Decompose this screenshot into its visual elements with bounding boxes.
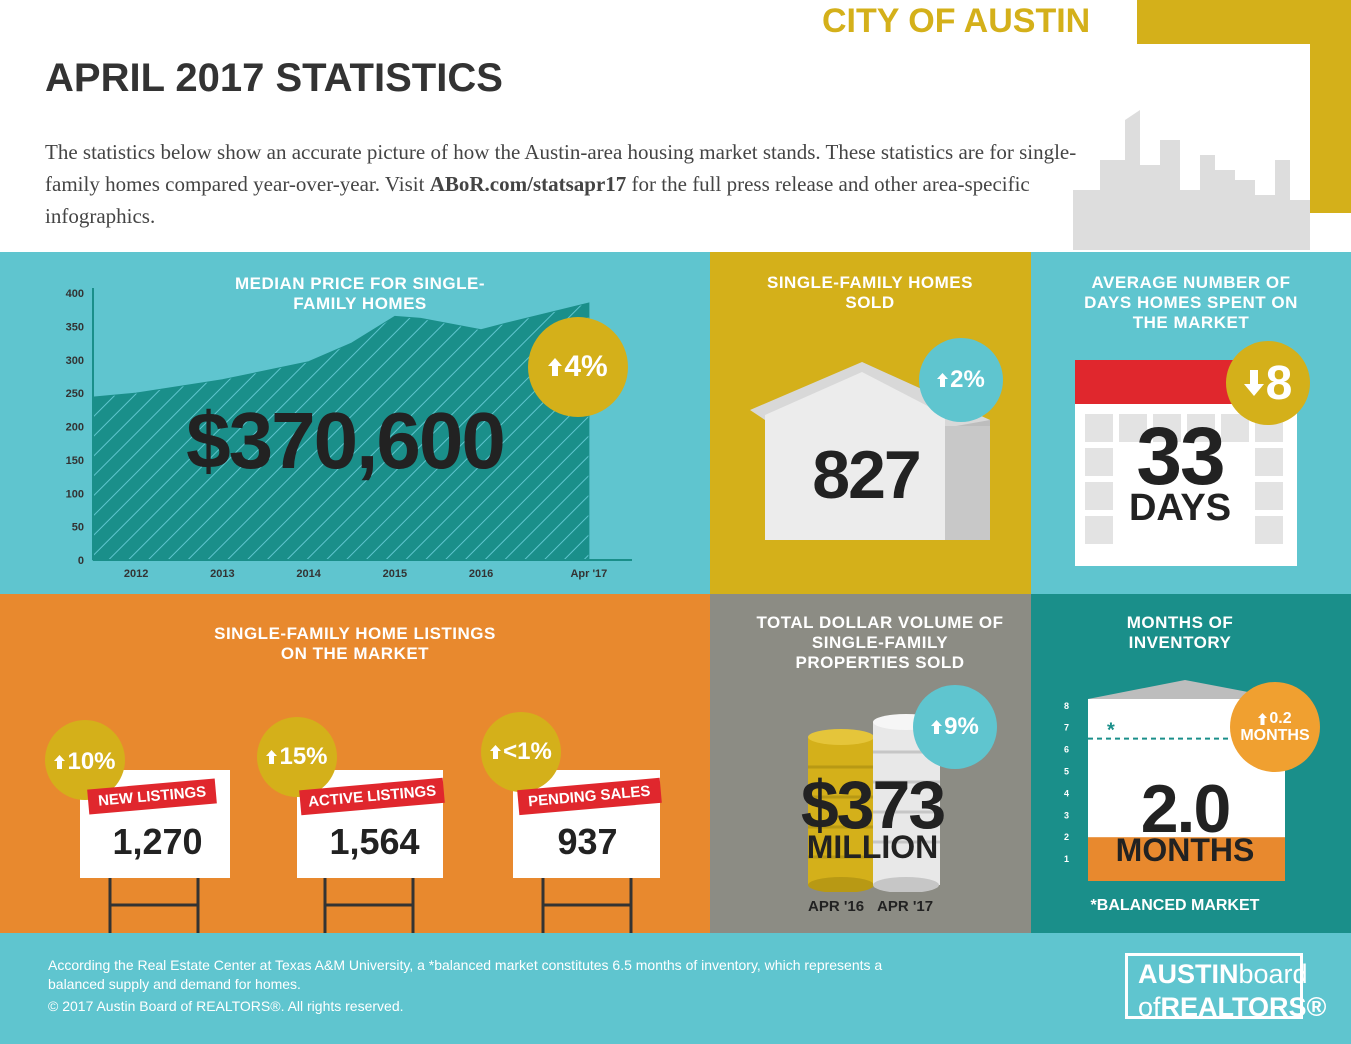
sign-posts xyxy=(108,878,633,933)
badge-content: 15% xyxy=(266,743,328,771)
scale-label: 5 xyxy=(1064,767,1069,777)
note: *BALANCED MARKET xyxy=(1090,897,1260,914)
x-tick-label: 2016 xyxy=(469,568,493,580)
days-unit: DAYS xyxy=(1128,487,1232,529)
copyright: © 2017 Austin Board of REALTORS®. All ri… xyxy=(48,998,404,1014)
badge-content: 10% xyxy=(54,748,116,776)
intro: The statistics below show an accurate pi… xyxy=(45,136,1105,232)
change: 9% xyxy=(944,713,979,740)
scale-label: 2 xyxy=(1064,832,1069,842)
change-badge: <1% xyxy=(481,712,561,792)
y-tick-label: 250 xyxy=(66,388,84,400)
up-arrow xyxy=(54,755,66,769)
change-badge: 10% xyxy=(45,720,125,800)
change: 0.2 xyxy=(1269,710,1292,727)
up-arrow xyxy=(266,750,278,764)
panel-title: MONTHS OF INVENTORY xyxy=(1126,613,1234,652)
x-tick-label: 2014 xyxy=(296,568,321,580)
x-tick-label: 2012 xyxy=(124,568,148,580)
chart: 0 50 100 150 200 250 300 350 400 2012 2013 2014 2015… xyxy=(66,288,632,580)
change-badge: 4% xyxy=(528,317,628,417)
up-arrow xyxy=(931,720,943,734)
header-art xyxy=(1073,0,1351,250)
listing-value: 937 xyxy=(557,821,618,862)
logo-line: AUSTINboard xyxy=(1138,959,1308,993)
up-arrow xyxy=(490,745,502,759)
balanced-marker: * xyxy=(1107,720,1115,742)
up-arrow xyxy=(548,358,563,376)
panel-title: SINGLE-FAMILY HOMES SOLD xyxy=(767,273,973,312)
city: CITY OF AUSTIN xyxy=(822,2,1091,40)
change-badge: 15% xyxy=(257,717,337,797)
intro-text: The statistics below show an accurate pi… xyxy=(45,140,1077,196)
y-tick-label: 0 xyxy=(78,555,84,567)
y-tick-label: 50 xyxy=(72,522,84,534)
chart-title: MEDIAN PRICE FOR SINGLE-FAMILY HOMES xyxy=(234,274,485,313)
scale-label: 3 xyxy=(1064,810,1069,820)
inventory-value: 2.0 xyxy=(1140,771,1232,847)
dollar-unit: MILLION xyxy=(806,829,939,865)
panel-title: SINGLE-FAMILY HOME LISTINGS ON THE MARKE… xyxy=(214,624,496,663)
intro-text: for the full press release and other are… xyxy=(45,172,1030,228)
change-badge: 0.2 MONTHS xyxy=(1230,682,1320,772)
y-tick-label: 350 xyxy=(66,321,84,333)
skyline xyxy=(1073,110,1310,250)
change-badge: 8 xyxy=(1226,341,1310,425)
up-arrow xyxy=(1258,712,1268,725)
scale-label: 7 xyxy=(1064,723,1069,733)
coins xyxy=(808,714,940,892)
change: <1% xyxy=(503,738,552,765)
logo-line: ofREALTORS® xyxy=(1138,992,1326,1026)
badge-content: 0.2 xyxy=(1258,710,1292,727)
scale-label: 8 xyxy=(1064,701,1069,711)
period: APR '17 xyxy=(877,898,934,915)
logo-text: AUSTIN xyxy=(1138,959,1239,989)
panel-title: TOTAL DOLLAR VOLUME OF SINGLE-FAMILY PRO… xyxy=(756,613,1004,672)
inventory-fill xyxy=(1088,837,1285,881)
change-unit: MONTHS xyxy=(1240,727,1310,744)
dollar-volume: $373 xyxy=(800,767,946,843)
badge-content: <1% xyxy=(490,738,552,766)
days: 33 xyxy=(1136,411,1225,502)
listing-value: 1,564 xyxy=(329,821,420,862)
link[interactable]: ABoR.com/statsapr17 xyxy=(429,172,627,196)
change: 2% xyxy=(950,366,985,393)
footer-note: According the Real Estate Center at Texa… xyxy=(48,957,883,992)
x-tick-label: Apr '17 xyxy=(570,568,607,580)
change-badge: 9% xyxy=(913,685,997,769)
logo-text: of xyxy=(1138,992,1161,1022)
panel-title: AVERAGE NUMBER OF DAYS HOMES SPENT ON TH… xyxy=(1084,273,1298,332)
title: APRIL 2017 STATISTICS xyxy=(45,56,503,100)
scale-label: 6 xyxy=(1064,745,1069,755)
y-tick-label: 100 xyxy=(66,488,84,500)
up-arrow xyxy=(937,373,949,387)
inventory-unit: MONTHS xyxy=(1115,832,1255,868)
y-tick-label: 300 xyxy=(66,355,84,367)
change: 4% xyxy=(564,350,608,383)
homes-sold: 827 xyxy=(812,437,921,513)
inventory-chart: 1 2 3 4 5 6 7 8 * xyxy=(1064,680,1285,881)
down-arrow xyxy=(1243,370,1264,396)
x-tick-label: 2013 xyxy=(210,568,234,580)
logo-text: REALTORS® xyxy=(1160,992,1327,1022)
median-price: $370,600 xyxy=(186,396,506,485)
x-tick-label: 2015 xyxy=(383,568,407,580)
scale-label: 4 xyxy=(1064,788,1069,798)
y-tick-label: 150 xyxy=(66,455,84,467)
change: 15% xyxy=(279,743,328,770)
logo[interactable]: AUSTINboard ofREALTORS® xyxy=(1125,953,1326,1021)
scale-label: 1 xyxy=(1064,854,1069,864)
listing-value: 1,270 xyxy=(112,821,203,862)
change-badge: 2% xyxy=(919,338,1003,422)
frame xyxy=(1137,0,1351,213)
period: APR '16 xyxy=(808,898,865,915)
change: 10% xyxy=(67,748,116,775)
y-tick-label: 200 xyxy=(66,422,84,434)
y-tick-label: 400 xyxy=(66,288,84,300)
logo-text: board xyxy=(1238,959,1308,989)
change: 8 xyxy=(1265,356,1293,410)
